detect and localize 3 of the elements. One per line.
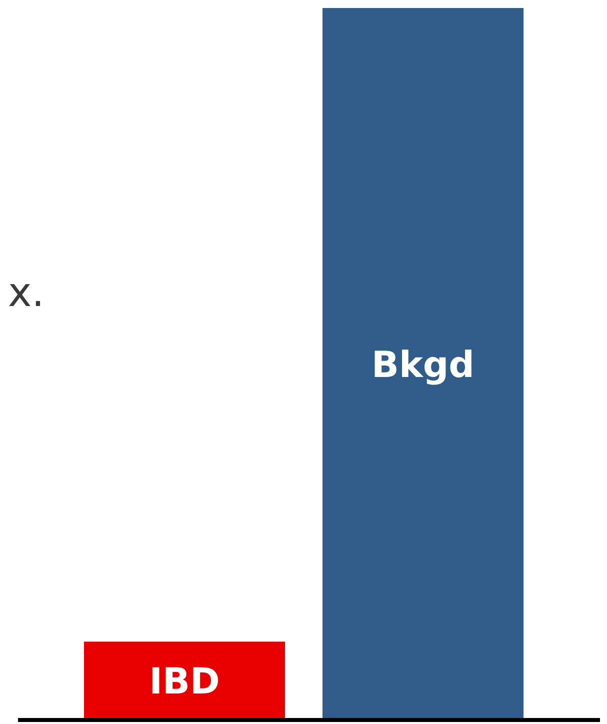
x-tick-label: Bkgd [372,344,474,386]
x-tick-label: IBD [149,662,220,703]
annotation: x. [8,270,44,316]
